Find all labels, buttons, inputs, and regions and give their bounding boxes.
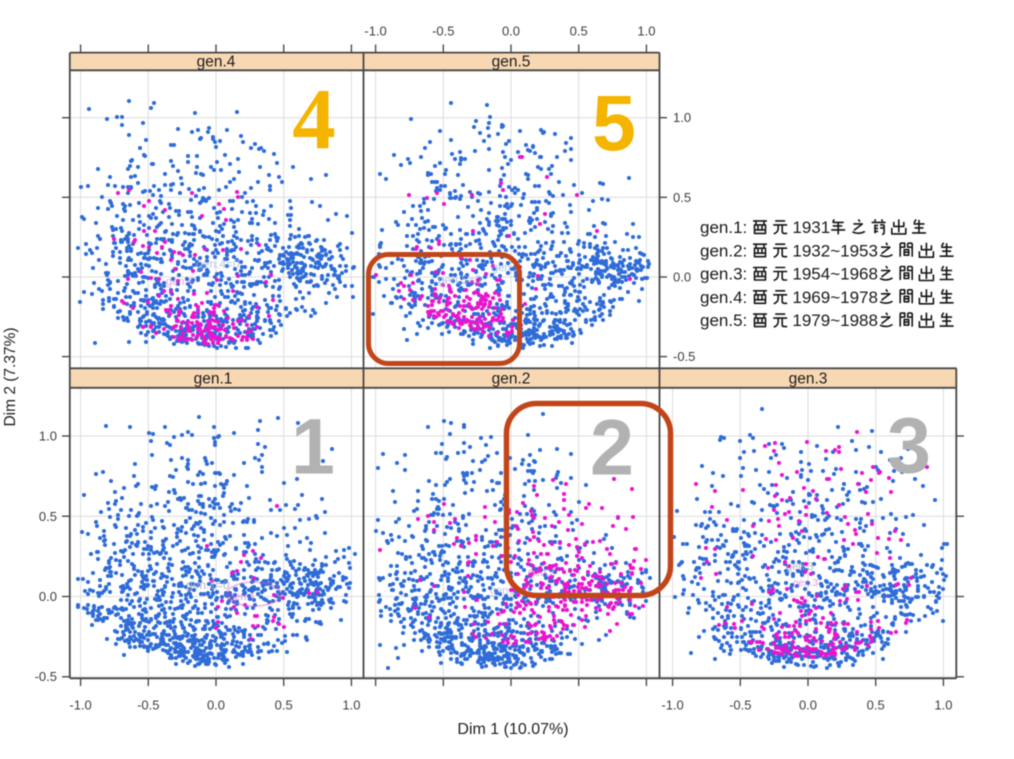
svg-text:gen.2: gen.2 (528, 567, 556, 579)
svg-text:gen.3: gen.3 (786, 561, 814, 573)
svg-text:-0.5: -0.5 (729, 698, 751, 713)
svg-text:0.0: 0.0 (799, 698, 817, 713)
svg-text:gen.4: gen.4 (197, 54, 236, 71)
svg-text:0.0: 0.0 (39, 589, 57, 604)
svg-text:-1.0: -1.0 (69, 698, 91, 713)
svg-text:1.0: 1.0 (673, 110, 691, 125)
svg-text:-1.0: -1.0 (364, 24, 386, 39)
svg-text:3: 3 (887, 401, 931, 490)
svg-text:gen.1=0: gen.1=0 (186, 578, 230, 592)
svg-text:0.0: 0.0 (502, 24, 520, 39)
svg-text:1979~1988: 1979~1988 (792, 311, 878, 330)
svg-text:0.5: 0.5 (39, 509, 57, 524)
svg-text:1969~1978: 1969~1978 (792, 288, 878, 307)
svg-text:0.5: 0.5 (570, 24, 588, 39)
svg-text:Dim 1 (10.07%): Dim 1 (10.07%) (457, 721, 568, 738)
svg-text:gen.3: gen.3 (789, 371, 828, 388)
svg-text:gen.3: gen.3 (793, 578, 818, 589)
svg-text:-0.5: -0.5 (673, 349, 695, 364)
svg-text:2: 2 (590, 403, 634, 492)
svg-text:0.5: 0.5 (673, 190, 691, 205)
svg-text:gen.5=0: gen.5=0 (438, 273, 482, 287)
svg-text:-0.5: -0.5 (35, 669, 57, 684)
svg-text:0.5: 0.5 (867, 698, 885, 713)
svg-text:0.0: 0.0 (673, 270, 691, 285)
svg-text:gen.4: gen.4 (166, 276, 194, 288)
svg-text:gen.3:: gen.3: (700, 265, 747, 284)
svg-text:-0.5: -0.5 (432, 24, 454, 39)
svg-text:gen.4:: gen.4: (700, 288, 747, 307)
svg-text:1: 1 (291, 402, 335, 491)
svg-text:1932~1953: 1932~1953 (792, 241, 878, 260)
svg-text:1.0: 1.0 (637, 24, 655, 39)
svg-text:0.0: 0.0 (207, 698, 225, 713)
svg-text:gen.5: gen.5 (492, 54, 531, 71)
svg-text:-1.0: -1.0 (661, 698, 683, 713)
svg-text:1.0: 1.0 (342, 698, 360, 713)
svg-text:gen.2:: gen.2: (700, 241, 747, 260)
svg-text:gen.4=0: gen.4=0 (196, 257, 240, 271)
svg-text:1931: 1931 (792, 218, 830, 237)
svg-text:-0.5: -0.5 (137, 698, 159, 713)
svg-text:gen.2: gen.2 (492, 371, 531, 388)
svg-text:gen.5:: gen.5: (700, 311, 747, 330)
svg-text:Dim 2 (7.37%): Dim 2 (7.37%) (2, 327, 19, 426)
svg-text:gen.1: gen.1 (194, 371, 233, 388)
svg-text:gen.1:: gen.1: (700, 218, 747, 237)
svg-text:1954~1968: 1954~1968 (792, 265, 878, 284)
svg-text:1.0: 1.0 (39, 429, 57, 444)
svg-text:1.0: 1.0 (934, 698, 952, 713)
svg-text:gen.1: gen.1 (228, 591, 256, 603)
svg-text:0.5: 0.5 (275, 698, 293, 713)
svg-text:4: 4 (292, 71, 336, 168)
svg-text:5: 5 (592, 78, 636, 167)
svg-text:gen.5: gen.5 (492, 262, 520, 274)
